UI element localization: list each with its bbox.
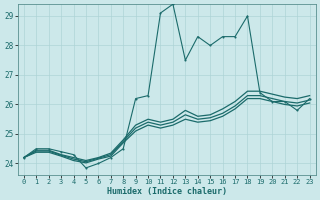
X-axis label: Humidex (Indice chaleur): Humidex (Indice chaleur) bbox=[107, 187, 227, 196]
